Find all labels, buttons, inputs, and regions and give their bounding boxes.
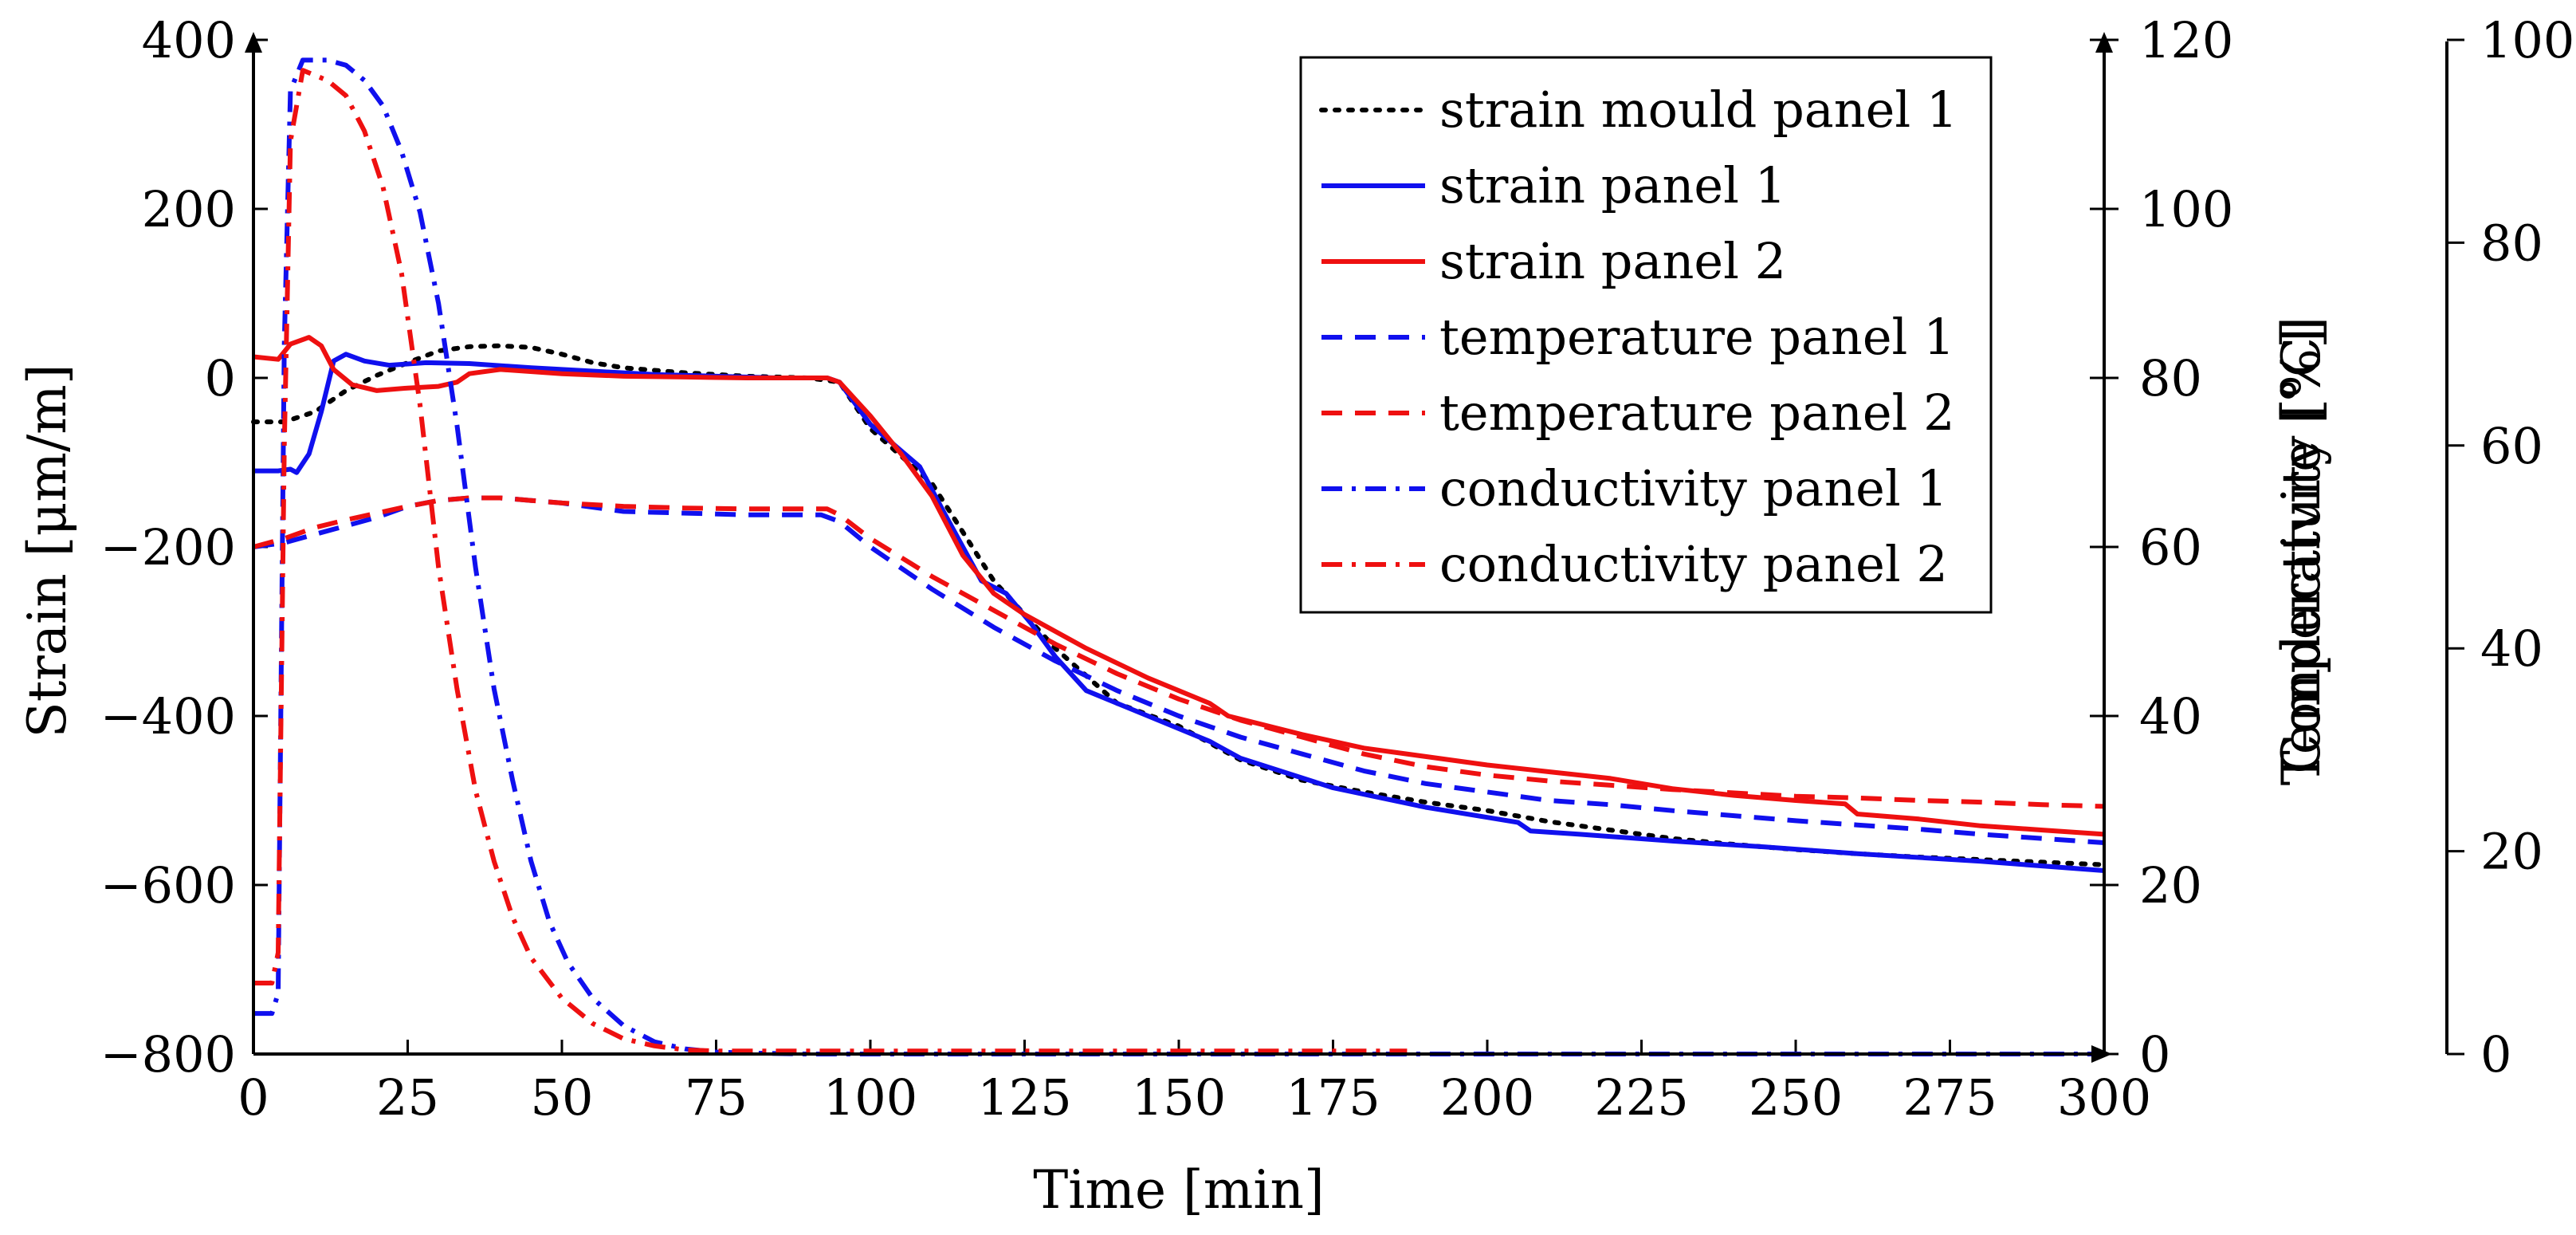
temperature-tick-label: 20 bbox=[2139, 856, 2202, 914]
x-tick-label: 150 bbox=[1132, 1068, 1226, 1127]
x-axis-arrow-icon bbox=[2091, 1045, 2112, 1063]
conductivity-axis-title: Conductivity [%] bbox=[2271, 328, 2332, 774]
legend-label: temperature panel 1 bbox=[1439, 308, 1955, 366]
y-tick-label: 200 bbox=[142, 180, 236, 238]
conductivity-tick-label: 100 bbox=[2480, 11, 2574, 69]
x-tick-label: 0 bbox=[238, 1068, 269, 1127]
y-tick-label: −600 bbox=[100, 856, 236, 914]
legend-label: temperature panel 2 bbox=[1439, 383, 1955, 442]
temperature-tick-label: 60 bbox=[2139, 518, 2202, 576]
x-tick-label: 125 bbox=[977, 1068, 1071, 1127]
legend-label: strain panel 2 bbox=[1439, 232, 1786, 290]
left-y-axis-arrow-icon bbox=[245, 32, 262, 53]
x-tick-label: 200 bbox=[1440, 1068, 1534, 1127]
x-tick-label: 275 bbox=[1903, 1068, 1997, 1127]
conductivity-tick-label: 40 bbox=[2480, 619, 2543, 678]
x-tick-label: 75 bbox=[685, 1068, 748, 1127]
legend-label: conductivity panel 1 bbox=[1439, 459, 1948, 517]
y-tick-label: 0 bbox=[205, 349, 236, 407]
temperature-tick-label: 0 bbox=[2139, 1025, 2170, 1084]
y-tick-label: −200 bbox=[100, 518, 236, 576]
series-temperature-panel-1 bbox=[253, 495, 2105, 845]
legend-label: conductivity panel 2 bbox=[1439, 535, 1948, 593]
legend-box bbox=[1299, 56, 1993, 614]
y-tick-label: 400 bbox=[142, 11, 236, 69]
x-tick-label: 250 bbox=[1749, 1068, 1843, 1127]
temperature-tick-label: 80 bbox=[2139, 349, 2202, 407]
x-tick-label: 225 bbox=[1594, 1068, 1688, 1127]
legend: strain mould panel 1 strain panel 1 strain… bbox=[1299, 56, 1993, 614]
x-tick-label: 25 bbox=[376, 1068, 439, 1127]
series-temperature-panel-2 bbox=[253, 495, 2105, 809]
x-tick-label: 100 bbox=[823, 1068, 917, 1127]
series-strain-panel-1 bbox=[253, 352, 2105, 873]
y-tick-label: −800 bbox=[100, 1025, 236, 1084]
series-layer bbox=[251, 57, 2107, 1056]
temperature-axis-title: Temperature [°C] bbox=[2271, 317, 2332, 785]
conductivity-tick-label: 60 bbox=[2480, 417, 2543, 475]
conductivity-tick-label: 20 bbox=[2480, 823, 2543, 881]
conductivity-tick-label: 0 bbox=[2480, 1025, 2511, 1084]
x-tick-label: 175 bbox=[1286, 1068, 1380, 1127]
y-axis-title: Strain [μm/m] bbox=[17, 364, 78, 737]
temperature-tick-label: 120 bbox=[2139, 11, 2233, 69]
x-axis-title: Time [min] bbox=[1033, 1159, 1324, 1221]
temperature-tick-label: 40 bbox=[2139, 687, 2202, 745]
y-tick-label: −400 bbox=[100, 687, 236, 745]
legend-label: strain mould panel 1 bbox=[1439, 81, 1958, 139]
legend-label: strain panel 1 bbox=[1439, 156, 1786, 214]
x-tick-label: 300 bbox=[2057, 1068, 2151, 1127]
labels-layer: 0 25 50 75 100 125 150 175 200 225 250 275 300−800−6… bbox=[100, 11, 2575, 1127]
temperature-axis-arrow-icon bbox=[2095, 32, 2113, 53]
temperature-tick-label: 100 bbox=[2139, 180, 2233, 238]
x-tick-label: 50 bbox=[531, 1068, 594, 1127]
series-conductivity-panel-2 bbox=[253, 68, 1408, 1054]
conductivity-tick-label: 80 bbox=[2480, 214, 2543, 272]
